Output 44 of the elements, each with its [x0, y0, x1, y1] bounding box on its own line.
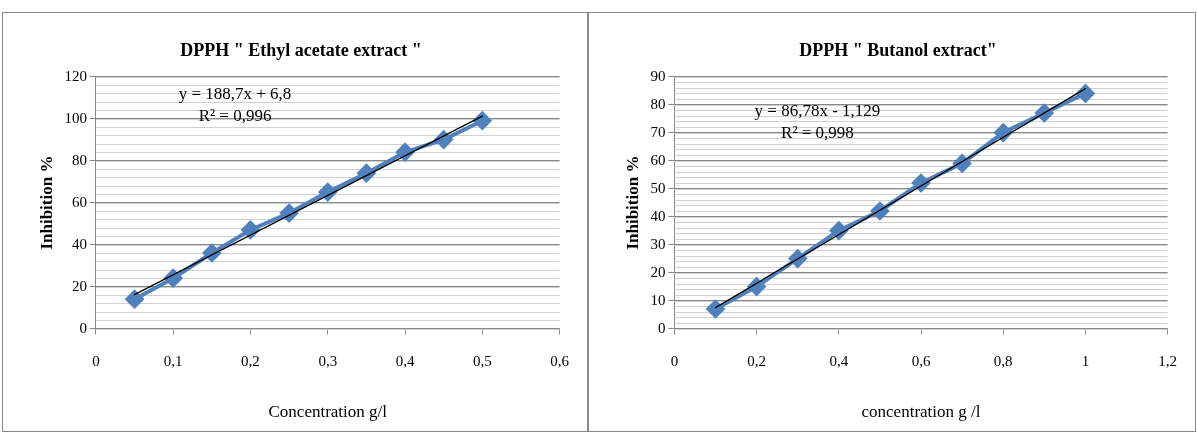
x-tick-label: 0,6	[550, 352, 570, 369]
annotation: R² = 0,998	[781, 123, 854, 143]
y-tick-label: 20	[71, 277, 87, 294]
x-tick-label: 0	[92, 352, 100, 369]
y-tick-label: 0	[657, 319, 666, 336]
y-tick-label: 40	[650, 207, 666, 224]
x-tick-label: 1,2	[1158, 352, 1177, 369]
x-tick-label: 0,3	[318, 352, 338, 369]
y-tick-label: 30	[650, 235, 666, 252]
x-axis-title: concentration g /l	[861, 402, 981, 422]
annotation: R² = 0,996	[198, 105, 272, 125]
x-tick-label: 0,8	[993, 352, 1013, 369]
annotation: y = 86,78x - 1,129	[754, 101, 881, 121]
annotation: y = 188,7x + 6,8	[178, 83, 292, 103]
y-tick-label: 10	[650, 291, 666, 308]
y-tick-label: 60	[650, 151, 666, 168]
x-tick-label: 0,5	[472, 352, 492, 369]
y-tick-label: 120	[64, 67, 87, 84]
y-tick-label: 80	[650, 95, 666, 112]
x-tick-label: 0,1	[163, 352, 183, 369]
x-tick-label: 0,2	[241, 352, 260, 369]
y-axis-title: Inhibition %	[36, 155, 56, 250]
x-tick-label: 1	[1081, 352, 1090, 369]
x-axis-title: Concentration g/l	[268, 402, 388, 422]
x-tick-label: 0,6	[911, 352, 931, 369]
x-tick-label: 0,2	[747, 352, 766, 369]
y-tick-label: 100	[64, 109, 87, 126]
y-tick-label: 90	[650, 67, 666, 84]
x-tick-label: 0,4	[395, 352, 415, 369]
y-tick-label: 70	[650, 123, 666, 140]
chart-title: DPPH " Ethyl acetate extract "	[180, 40, 422, 61]
x-tick-label: 0,4	[829, 352, 849, 369]
point	[125, 290, 144, 309]
y-tick-label: 40	[71, 235, 87, 252]
y-tick-label: 80	[71, 151, 87, 168]
point	[706, 300, 725, 318]
y-tick-label: 0	[79, 319, 87, 336]
point	[241, 220, 260, 239]
chart-title: DPPH " Butanol extract"	[799, 40, 997, 61]
y-axis-title: Inhibition %	[622, 155, 642, 250]
y-tick-label: 60	[71, 193, 87, 210]
y-tick-label: 50	[650, 179, 666, 196]
y-tick-label: 20	[650, 263, 666, 280]
x-tick-label: 0	[670, 352, 679, 369]
